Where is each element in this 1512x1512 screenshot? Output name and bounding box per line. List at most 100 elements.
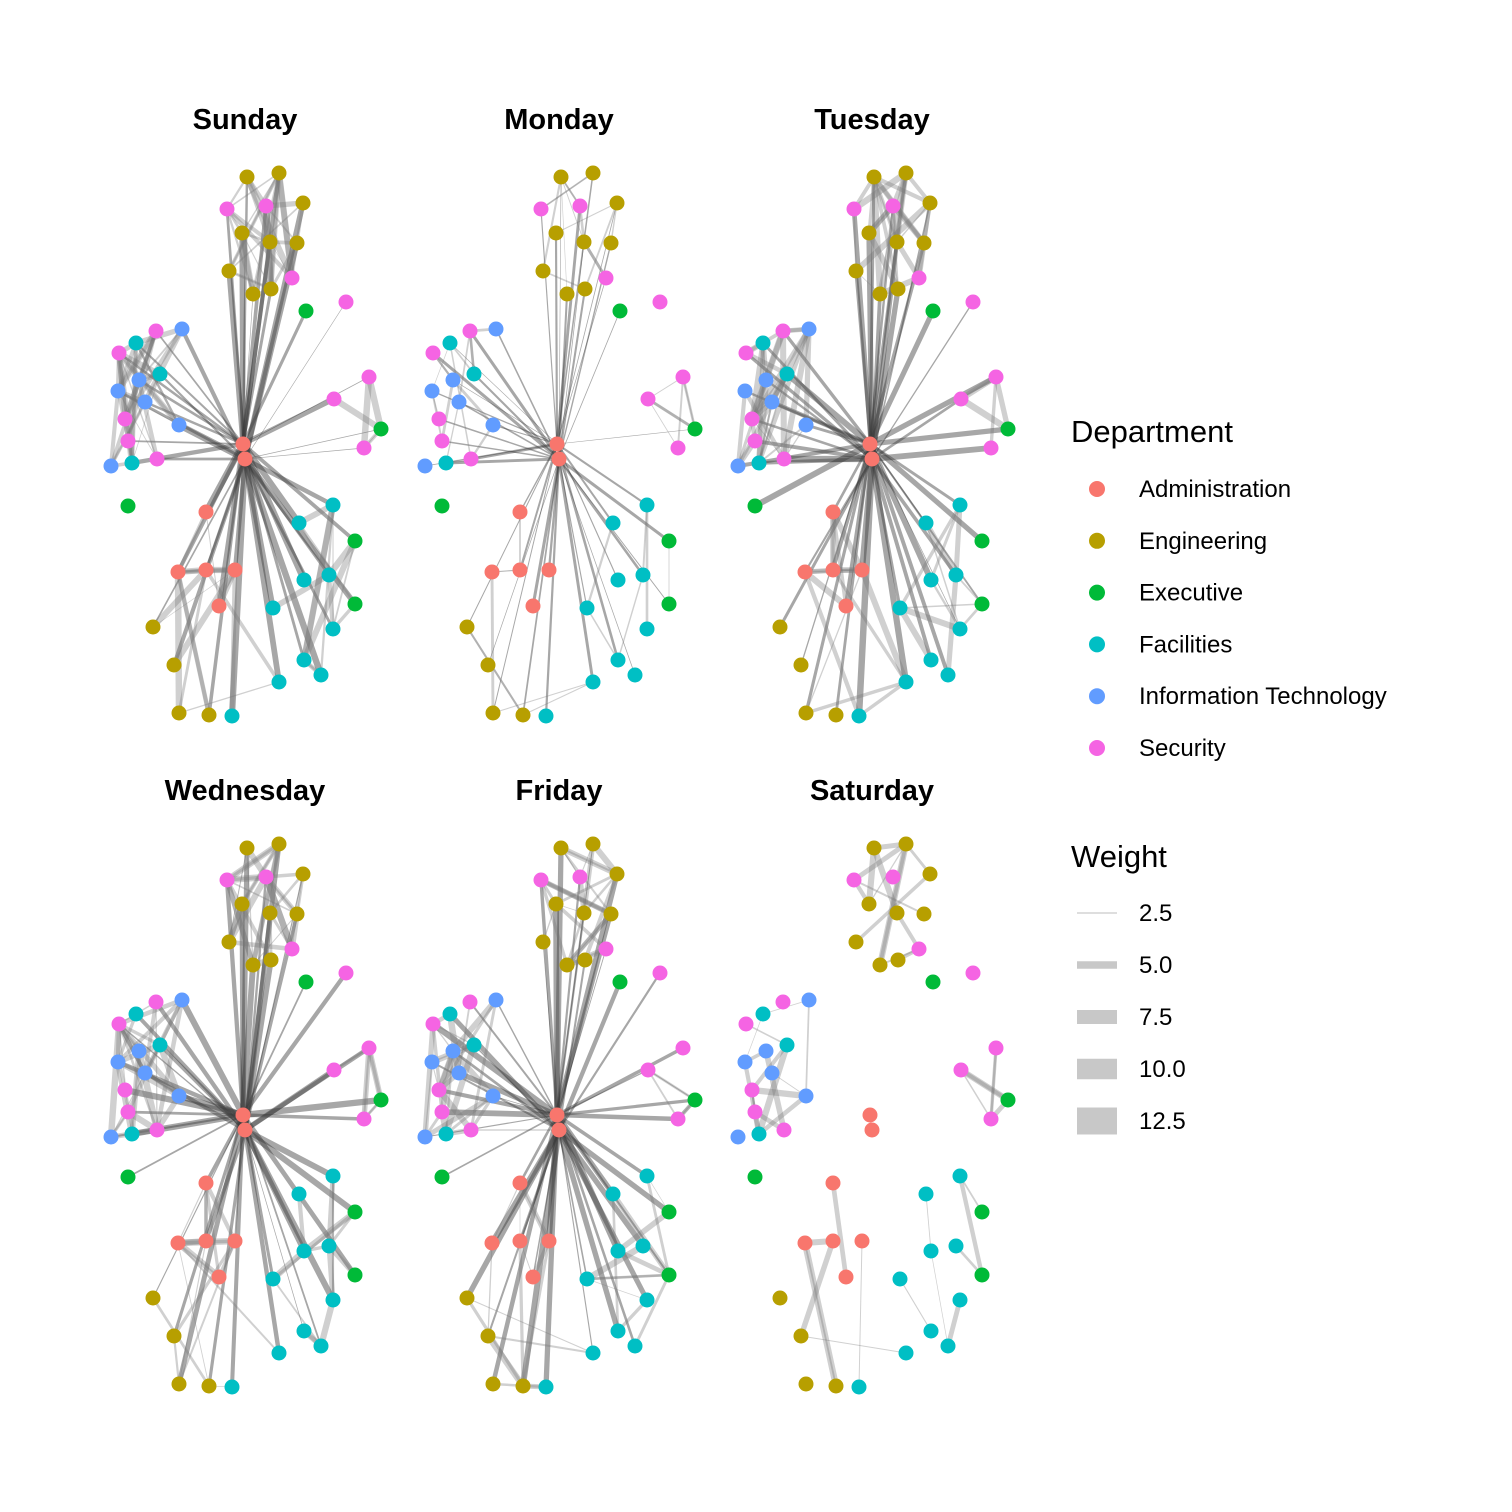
network-node [775,323,791,339]
network-edge [138,328,183,381]
network-edge [242,1114,322,1347]
network-node [553,169,569,185]
network-edge [152,458,246,628]
network-edge [758,401,773,464]
network-edge [269,171,281,291]
network-edge [232,456,248,573]
department-legend-title: Department [1071,414,1233,449]
network-node [639,1292,655,1308]
network-node [890,952,906,968]
network-node [549,1107,565,1123]
network-edge [557,958,587,1132]
network-edge [554,845,564,1118]
network-edge [241,1126,337,1304]
network-node [983,440,999,456]
network-edge [468,329,561,461]
panel-title-wednesday: Wednesday [165,775,326,807]
network-edge [899,603,983,609]
network-edge [224,877,256,968]
network-edge [432,1023,475,1046]
network-edge [531,457,561,608]
network-edge [275,169,296,282]
network-node [485,417,501,433]
network-node [911,941,927,957]
network-edge [262,873,296,953]
network-edge [239,440,308,584]
network-edge [151,1296,211,1388]
network-node [263,281,279,297]
network-edge [929,503,962,582]
network-edge [207,442,245,717]
network-edge [958,1067,1011,1103]
network-node [965,965,981,981]
network-edge [642,504,648,576]
network-node [892,1271,908,1287]
panel-title-friday: Friday [515,775,602,807]
network-node [652,965,668,981]
network-edge [755,1041,791,1138]
network-node [462,323,478,339]
network-node [687,421,703,437]
network-node [512,504,528,520]
network-node [848,934,864,950]
network-edge [150,567,209,630]
network-node [321,1238,337,1254]
network-edge [241,1113,366,1121]
network-edge [781,326,812,462]
network-edge [858,1240,863,1388]
network-edge [517,1180,552,1244]
network-edge [422,1021,436,1140]
network-edge [486,1128,561,1338]
network-edge [647,1069,696,1101]
network-node [535,934,551,950]
network-edge [870,844,901,917]
network-edge [557,457,595,684]
network-edge [228,270,272,290]
network-node [347,533,363,549]
network-edge [115,997,185,1065]
network-edge [244,447,365,460]
network-node [675,1040,691,1056]
network-node [488,992,504,1008]
panel-title-sunday: Sunday [193,104,298,136]
network-edge [843,441,873,609]
network-edge [174,1239,223,1281]
network-edge [993,374,1011,432]
network-node [424,1054,440,1070]
network-node [862,1107,878,1123]
network-node [825,562,841,578]
network-node [166,1328,182,1344]
network-node [579,600,595,616]
network-node [598,941,614,957]
network-edge [543,1112,560,1390]
network-edge [556,1127,650,1303]
network-edge [558,458,670,605]
network-edge [239,230,246,447]
network-node [445,1043,461,1059]
network-edge [465,1296,525,1388]
network-node [898,836,914,852]
network-node [747,1104,763,1120]
network-edge [831,442,872,572]
network-node [948,567,964,583]
network-node [640,391,656,407]
network-node [738,1016,754,1032]
network-node [952,1292,968,1308]
network-node [793,1328,809,1344]
network-edge [225,207,247,461]
network-node [779,1037,795,1053]
network-edge [555,911,586,1117]
network-node [775,994,791,1010]
network-node [585,165,601,181]
network-edge [241,204,268,446]
network-edge [252,913,298,966]
network-edge [830,1180,849,1280]
network-node [579,1271,595,1287]
network-node [670,440,686,456]
network-node [171,417,187,433]
network-edge [449,342,558,445]
network-edge [300,537,359,664]
network-edge [565,911,586,967]
legend-label-engineering: Engineering [1139,528,1267,555]
